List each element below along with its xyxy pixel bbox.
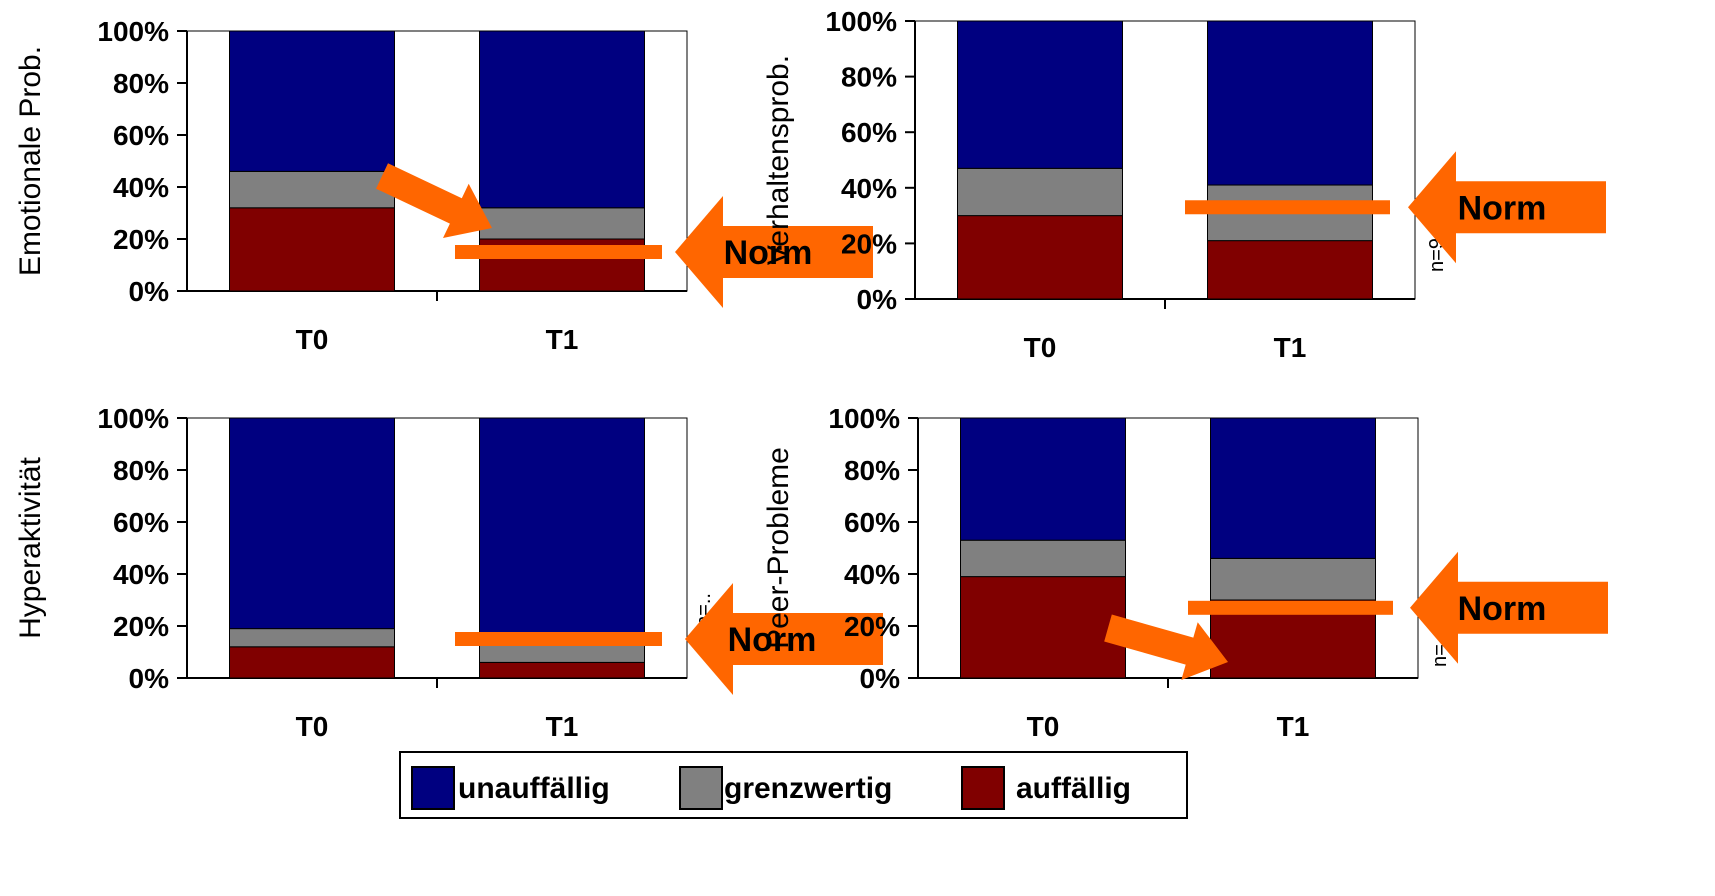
y-tick-label: 20% <box>113 224 169 255</box>
y-tick-label: 60% <box>113 507 169 538</box>
bar-segment-unauffällig-T0 <box>957 20 1123 169</box>
norm-line <box>455 632 662 646</box>
norm-arrow <box>675 196 873 308</box>
y-tick-label: 80% <box>841 62 897 93</box>
x-category-label: T0 <box>296 324 329 355</box>
bar-segment-unauffällig-T1 <box>479 417 645 635</box>
bar-segment-unauffällig-T1 <box>479 30 645 209</box>
legend-label: auffällig <box>1016 772 1131 805</box>
x-category-label: T0 <box>296 711 329 742</box>
bar-segment-auffällig-T1 <box>479 661 645 679</box>
bar-segment-auffällig-T1 <box>1207 240 1373 300</box>
y-tick-label: 20% <box>113 611 169 642</box>
x-category-label: T1 <box>546 711 579 742</box>
y-axis-title: Verhaltensprob. <box>762 55 795 265</box>
bar-segment-unauffällig-T1 <box>1210 417 1376 559</box>
legend-label: unauffällig <box>458 772 610 805</box>
legend-swatch <box>961 766 1005 810</box>
y-tick-label: 60% <box>113 120 169 151</box>
legend-label: grenzwertig <box>724 772 892 805</box>
y-tick-label: 40% <box>113 559 169 590</box>
bar-segment-grenzwertig-T0 <box>229 170 395 209</box>
y-tick-label: 40% <box>844 559 900 590</box>
y-tick-label: 0% <box>129 663 170 694</box>
y-tick-label: 0% <box>860 663 901 694</box>
y-tick-label: 60% <box>844 507 900 538</box>
norm-arrow <box>685 583 883 695</box>
x-category-label: T1 <box>1277 711 1310 742</box>
legend: unauffällig grenzwertig auffällig <box>399 751 1188 819</box>
y-tick-label: 100% <box>825 6 897 37</box>
y-tick-label: 80% <box>113 68 169 99</box>
norm-label: Norm <box>724 234 813 272</box>
norm-line <box>1188 600 1393 615</box>
y-tick-label: 0% <box>129 276 170 307</box>
y-tick-label: 80% <box>844 455 900 486</box>
x-category-label: T1 <box>1274 332 1307 363</box>
bar-segment-auffällig-T0 <box>960 576 1126 679</box>
y-tick-label: 20% <box>844 611 900 642</box>
bar-segment-unauffällig-T1 <box>1207 20 1373 186</box>
norm-arrow <box>1408 151 1606 264</box>
bar-segment-grenzwertig-T0 <box>957 167 1123 217</box>
trend-arrow <box>1104 614 1228 680</box>
bar-segment-grenzwertig-T1 <box>1210 557 1376 601</box>
bar-segment-auffällig-T0 <box>229 207 395 292</box>
legend-box <box>399 751 1188 819</box>
chart-panel-4: 0%20%40%60%80%100%T0 T1Peer-Problemen=..N… <box>762 403 1608 742</box>
bar-segment-unauffällig-T0 <box>960 417 1126 541</box>
norm-label: Norm <box>728 621 817 659</box>
bar-segment-grenzwertig-T0 <box>960 539 1126 578</box>
y-tick-label: 0% <box>857 284 898 315</box>
bar-segment-auffällig-T0 <box>229 646 395 679</box>
norm-label: Norm <box>1458 590 1547 628</box>
y-axis-title: Hyperaktivität <box>14 456 47 638</box>
y-tick-label: 40% <box>113 172 169 203</box>
legend-swatch <box>679 766 723 810</box>
x-category-label: T1 <box>546 324 579 355</box>
y-axis-title: Emotionale Prob. <box>14 46 47 276</box>
bar-segment-grenzwertig-T1 <box>479 207 645 240</box>
x-category-label: T0 <box>1027 711 1060 742</box>
y-axis-title: Peer-Probleme <box>762 447 795 649</box>
y-tick-label: 100% <box>828 403 900 434</box>
y-tick-label: 80% <box>113 455 169 486</box>
norm-arrow <box>1410 551 1608 664</box>
y-tick-label: 40% <box>841 173 897 204</box>
norm-label: Norm <box>1458 189 1547 227</box>
bar-segment-auffällig-T0 <box>957 215 1123 300</box>
x-category-label: T0 <box>1024 332 1057 363</box>
bar-segment-grenzwertig-T0 <box>229 628 395 648</box>
y-tick-label: 100% <box>97 403 169 434</box>
y-tick-label: 20% <box>841 228 897 259</box>
y-tick-label: 60% <box>841 117 897 148</box>
legend-swatch <box>411 766 455 810</box>
bar-segment-unauffällig-T0 <box>229 30 395 172</box>
y-tick-label: 100% <box>97 16 169 47</box>
bar-segment-unauffällig-T0 <box>229 417 395 630</box>
norm-line <box>1185 200 1390 215</box>
norm-line <box>455 245 662 259</box>
trend-arrow <box>376 163 492 238</box>
